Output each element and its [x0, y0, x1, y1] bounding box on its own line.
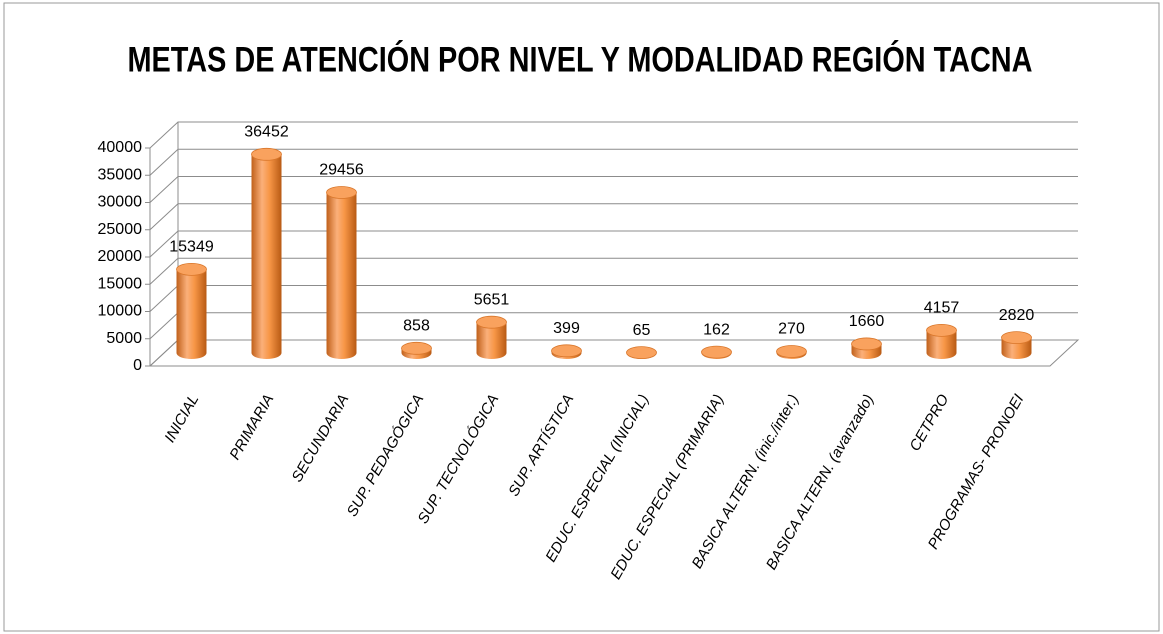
y-tick-label: 15000 [98, 275, 143, 292]
grid-line [149, 203, 1078, 231]
value-label: 5651 [474, 291, 510, 308]
bar-top [401, 341, 432, 355]
bar-top [926, 323, 957, 337]
value-label: 65 [633, 322, 651, 339]
grid-line [149, 148, 1078, 176]
y-tick-label: 35000 [98, 166, 143, 183]
y-tick-label: 25000 [98, 221, 143, 238]
value-label: 399 [553, 320, 580, 337]
y-tick-label: 20000 [98, 248, 143, 265]
grid-line [149, 176, 1078, 203]
value-label: 1660 [849, 313, 885, 330]
y-tick-label: 10000 [98, 303, 143, 320]
value-label: 15349 [169, 239, 214, 256]
bar-top [1001, 331, 1032, 345]
y-tick-label: 30000 [98, 194, 143, 211]
y-tick-label: 40000 [98, 139, 143, 156]
value-label: 2820 [999, 307, 1035, 324]
bar [176, 269, 207, 359]
value-label: 36452 [244, 124, 289, 141]
bar-top [776, 345, 807, 358]
grid-line [149, 121, 1078, 149]
chart-title: METAS DE ATENCIÓN POR NIVEL Y MODALIDAD … [128, 39, 1033, 79]
bar-top [551, 344, 582, 358]
value-label: 4157 [924, 300, 960, 317]
value-label: 162 [703, 321, 730, 338]
y-tick-label: 5000 [106, 330, 142, 347]
value-label: 270 [778, 321, 805, 338]
bar-top [326, 186, 357, 199]
y-tick-label: 0 [133, 357, 142, 374]
bar [326, 192, 357, 359]
bar [251, 154, 282, 359]
bar-top [251, 147, 282, 161]
bar-top [476, 315, 507, 329]
value-label: 29456 [319, 162, 364, 179]
bar [476, 322, 507, 359]
grid-line [149, 230, 1078, 258]
bar-top [626, 346, 657, 360]
bar-top [701, 345, 732, 359]
grid-line [149, 257, 1078, 285]
bar-top [176, 262, 207, 276]
bar-top [851, 337, 882, 351]
value-label: 858 [403, 318, 430, 335]
bar [926, 330, 957, 359]
